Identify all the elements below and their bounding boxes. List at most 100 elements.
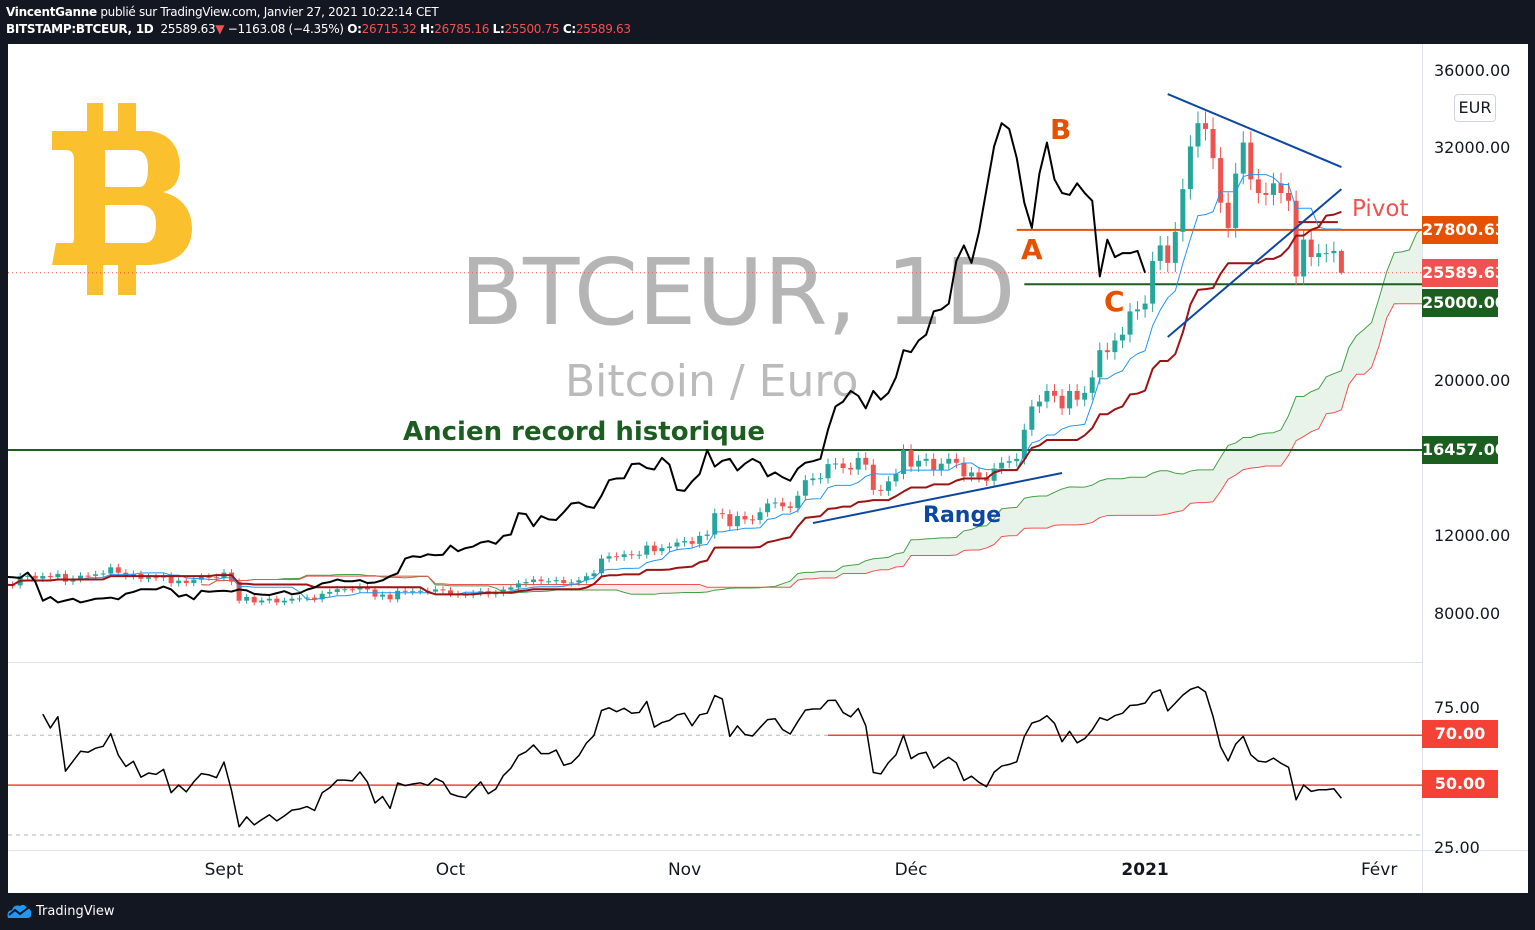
candle-body [719,513,725,515]
time-tick-label: Nov [667,860,702,880]
candle-body [85,575,91,577]
candle-body [1293,200,1299,277]
candle-body [1301,239,1307,277]
candle-body [1286,193,1292,201]
currency-button[interactable]: EUR [1454,94,1496,122]
candle-body [553,580,559,582]
candle-body [380,594,386,597]
candle-body [599,558,604,574]
cloud-fill [1024,496,1032,529]
candle-body [206,576,212,578]
candle-body [802,480,808,496]
candle-body [146,577,151,579]
candle-body [297,598,302,600]
candle-body [183,580,189,584]
cloud-fill [661,584,670,594]
rsi-level-badge: 70.00 [1422,720,1498,749]
price-tick-label: 20000.00 [1434,371,1511,391]
cloud-fill [1243,437,1251,470]
cloud-fill [1364,322,1372,375]
cloud-fill [895,552,904,568]
cloud-fill [1303,391,1312,437]
candle-body [734,516,740,527]
candle-body [168,575,174,584]
candle-body [1240,142,1246,174]
cloud-fill [1122,477,1130,516]
candle-body [1006,461,1012,463]
candle-body [946,458,952,464]
candle-body [1338,250,1344,273]
trendline [1167,188,1343,338]
cloud-fill [684,584,693,593]
cloud-fill [1092,480,1100,523]
cloud-fill [1099,478,1108,518]
candle-body [236,581,242,601]
tradingview-brand[interactable]: TradingView [6,902,115,920]
high-label: H: [419,22,435,36]
cloud-fill [835,566,844,578]
candle-body [757,512,763,520]
candle-body [531,579,537,583]
candle-body [32,575,38,579]
cloud-fill [1515,222,1523,298]
candle-body [787,506,793,508]
cloud-fill [933,537,942,556]
candle-body [1014,458,1020,462]
cloud-fill [1001,507,1010,537]
candle-body [636,554,642,556]
candle-body [855,457,861,470]
candle-body [870,464,876,490]
candle-body [651,545,657,552]
candle-body [1074,390,1080,400]
cloud-fill [1167,470,1176,515]
cloud-fill [1031,495,1040,529]
candle-body [606,556,612,559]
cloud-fill [1220,445,1229,492]
candle-body [153,577,159,579]
candle-body [334,589,340,592]
candle-body [689,541,695,544]
cloud-fill [1197,469,1206,503]
candle-body [999,462,1005,469]
cloud-fill [1311,388,1319,432]
wave-b-label: B [1050,113,1072,146]
price-change: −1163.08 (−4.35%) [227,22,344,36]
cloud-fill [873,558,881,572]
candle-body [629,554,635,556]
candle-body [682,541,688,543]
price-badge: 25000.00 [1422,288,1506,317]
cloud-fill [707,587,715,593]
candle-body [878,489,884,491]
candle-body [3,585,8,586]
rsi-level-badge: 50.00 [1422,770,1498,799]
low-value: 25500.75 [504,22,560,36]
cloud-fill [971,526,979,551]
cloud-fill [669,584,677,594]
author-name[interactable]: VincentGanne [6,5,97,19]
candle-body [1195,123,1201,147]
cloud-fill [1356,329,1365,375]
candle-body [448,590,453,594]
candle-body [47,576,53,578]
candle-body [833,463,839,465]
candle-body [1135,309,1141,312]
candle-body [78,575,84,579]
candle-body [395,590,401,600]
cloud-fill [1386,252,1395,318]
price-tick-label: 8000.00 [1434,604,1501,624]
candle-body [976,472,982,478]
candle-body [1248,142,1254,180]
cloud-fill [782,581,791,588]
candle-body [1021,429,1027,459]
high-value: 26785.16 [434,22,490,36]
candle-body [1263,193,1269,195]
candle-body [750,519,755,521]
candle-body [614,556,620,558]
cloud-fill [601,584,610,591]
candle-body [1172,231,1178,263]
candle-body [1203,123,1208,129]
candle-body [704,534,710,536]
cloud-fill [1228,442,1236,480]
cloud-fill [1379,271,1387,346]
